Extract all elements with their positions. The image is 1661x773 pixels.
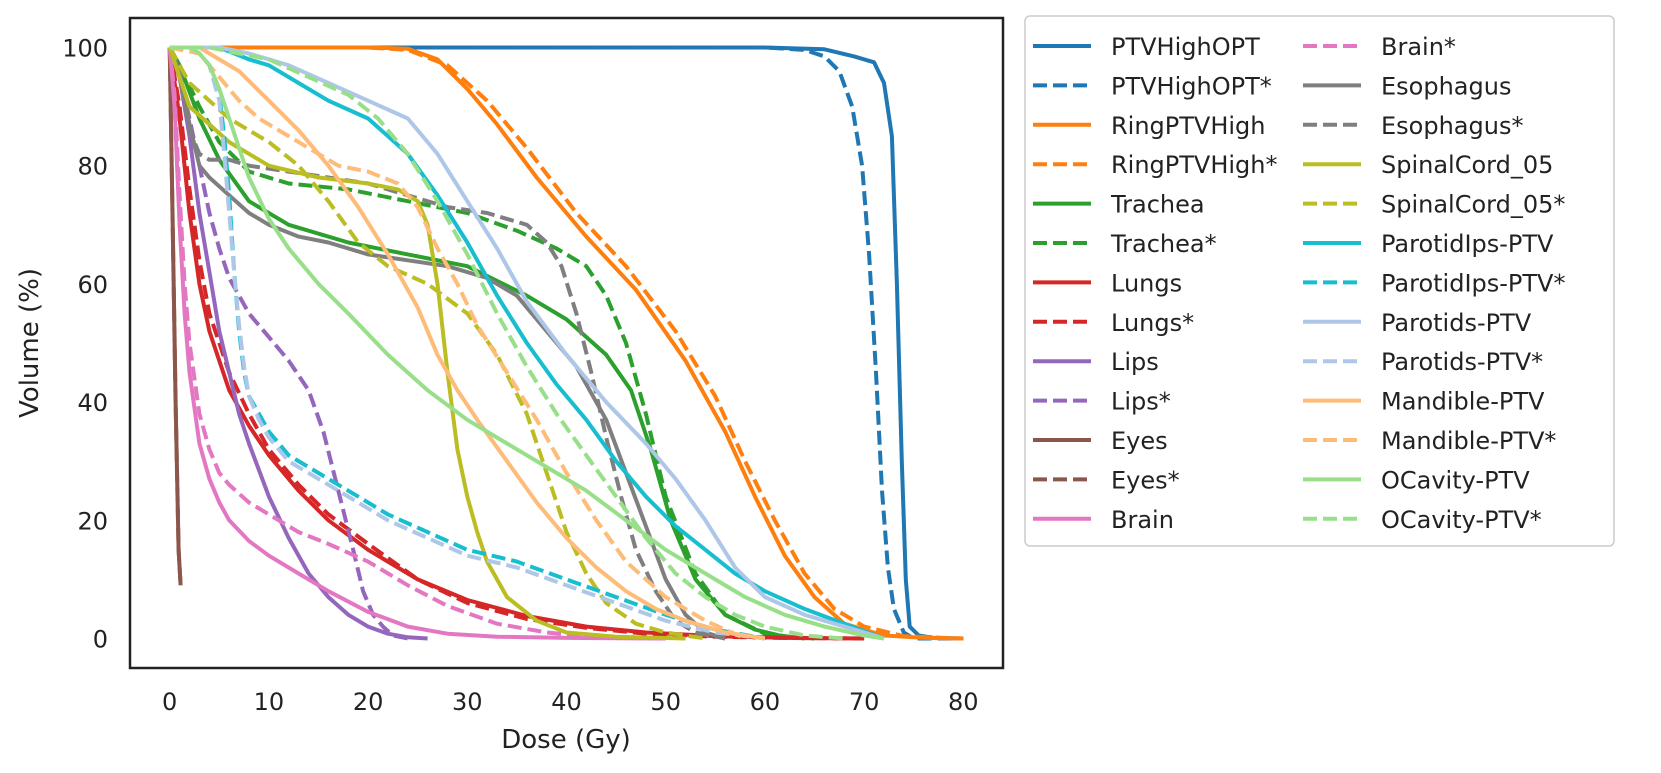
y-tick-label: 60 [77, 271, 108, 299]
series-line-8 [167, 46, 428, 641]
legend-label-25: OCavity-PTV* [1381, 506, 1542, 534]
x-tick-label: 30 [452, 688, 483, 716]
legend-label-13: Brain* [1381, 33, 1456, 61]
legend-label-8: Lips [1111, 348, 1159, 376]
legend-label-7: Lungs* [1111, 309, 1194, 337]
legend-label-16: SpinalCord_05 [1381, 151, 1553, 179]
x-tick-label: 20 [353, 688, 384, 716]
x-tick-label: 0 [162, 688, 177, 716]
legend-label-23: Mandible-PTV* [1381, 427, 1556, 455]
legend-label-19: ParotidIps-PTV* [1381, 269, 1565, 297]
legend-label-20: Parotids-PTV [1381, 309, 1532, 337]
x-axis-label: Dose (Gy) [501, 725, 631, 755]
legend-label-2: RingPTVHigh [1111, 112, 1266, 140]
series-line-9 [167, 46, 409, 641]
series-line-1 [169, 45, 964, 641]
legend-label-4: Trachea [1110, 191, 1205, 219]
legend-label-10: Eyes [1111, 427, 1168, 455]
series-line-13 [167, 47, 666, 641]
x-axis-ticks: 0 10 20 30 40 50 60 70 80 [162, 688, 979, 716]
legend-label-11: Eyes* [1111, 466, 1180, 494]
legend-label-5: Trachea* [1110, 230, 1217, 258]
plot-frame [128, 16, 1005, 670]
series-line-12 [167, 47, 666, 641]
series-line-24 [169, 45, 885, 641]
legend-label-17: SpinalCord_05* [1381, 191, 1565, 219]
y-axis-label: Volume (%) [15, 268, 45, 418]
legend-label-21: Parotids-PTV* [1381, 348, 1543, 376]
x-tick-label: 50 [650, 688, 681, 716]
x-tick-label: 70 [849, 688, 880, 716]
series-line-20 [169, 45, 885, 641]
x-tick-label: 40 [551, 688, 582, 716]
series-line-21 [169, 45, 766, 641]
legend-label-15: Esophagus* [1381, 112, 1523, 140]
series-line-22 [169, 45, 766, 641]
x-tick-label: 10 [254, 688, 285, 716]
legend-label-18: ParotidIps-PTV [1381, 230, 1554, 258]
legend: PTVHighOPT PTVHighOPT* RingPTVHigh RingPTVH… [1024, 15, 1615, 547]
y-tick-label: 40 [77, 389, 108, 417]
legend-label-12: Brain [1111, 506, 1174, 534]
y-tick-label: 20 [77, 507, 108, 535]
series-line-3 [169, 45, 964, 641]
series-line-23 [169, 45, 746, 641]
series-line-10 [167, 47, 183, 586]
series-line-15 [167, 46, 726, 641]
y-tick-label: 80 [77, 153, 108, 181]
series-line-19 [169, 45, 766, 641]
legend-label-1: PTVHighOPT* [1111, 72, 1272, 100]
y-axis-ticks: 0 20 40 60 80 100 [62, 35, 108, 654]
legend-label-22: Mandible-PTV [1381, 388, 1545, 416]
legend-label-9: Lips* [1111, 388, 1171, 416]
y-tick-label: 0 [93, 625, 108, 653]
legend-label-24: OCavity-PTV [1381, 466, 1530, 494]
series-line-25 [169, 45, 845, 641]
y-tick-label: 100 [62, 35, 108, 63]
legend-label-6: Lungs [1111, 269, 1182, 297]
x-tick-label: 60 [750, 688, 781, 716]
legend-frame [1024, 15, 1615, 547]
x-tick-label: 80 [948, 688, 979, 716]
legend-label-14: Esophagus [1381, 72, 1511, 100]
series-line-7 [167, 47, 865, 641]
legend-label-3: RingPTVHigh* [1111, 151, 1278, 179]
legend-label-0: PTVHighOPT [1111, 33, 1260, 61]
series-line-16 [167, 46, 686, 641]
series-lines [167, 45, 964, 641]
